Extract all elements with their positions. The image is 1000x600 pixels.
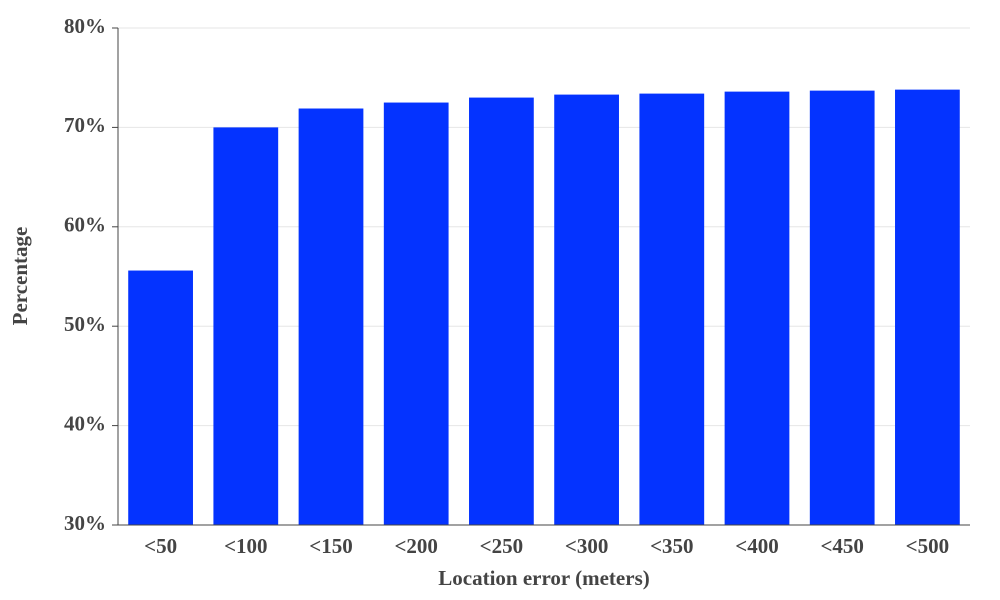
x-tick-label: <200 bbox=[394, 534, 437, 558]
bar bbox=[809, 90, 875, 525]
y-axis-title: Percentage bbox=[8, 227, 32, 326]
x-tick-label: <450 bbox=[820, 534, 863, 558]
x-tick-label: <300 bbox=[565, 534, 608, 558]
x-tick-label: <50 bbox=[144, 534, 177, 558]
x-tick-label: <350 bbox=[650, 534, 693, 558]
y-tick-label: 40% bbox=[64, 411, 106, 435]
bar bbox=[298, 108, 364, 525]
bar bbox=[213, 127, 279, 526]
y-tick-label: 50% bbox=[64, 312, 106, 336]
bar bbox=[383, 102, 449, 526]
y-tick-label: 60% bbox=[64, 213, 106, 237]
x-axis-title: Location error (meters) bbox=[438, 566, 649, 590]
y-tick-label: 30% bbox=[64, 511, 106, 535]
x-tick-label: <100 bbox=[224, 534, 267, 558]
bar bbox=[895, 89, 960, 526]
x-tick-label: <500 bbox=[906, 534, 949, 558]
x-tick-label: <150 bbox=[309, 534, 352, 558]
bar bbox=[724, 91, 790, 525]
x-tick-label: <400 bbox=[735, 534, 778, 558]
y-tick-label: 80% bbox=[64, 14, 106, 38]
bar bbox=[554, 94, 619, 526]
x-tick-label: <250 bbox=[480, 534, 523, 558]
bar bbox=[639, 93, 705, 525]
bar bbox=[128, 270, 193, 525]
y-tick-label: 70% bbox=[64, 113, 106, 137]
bar bbox=[469, 97, 534, 525]
